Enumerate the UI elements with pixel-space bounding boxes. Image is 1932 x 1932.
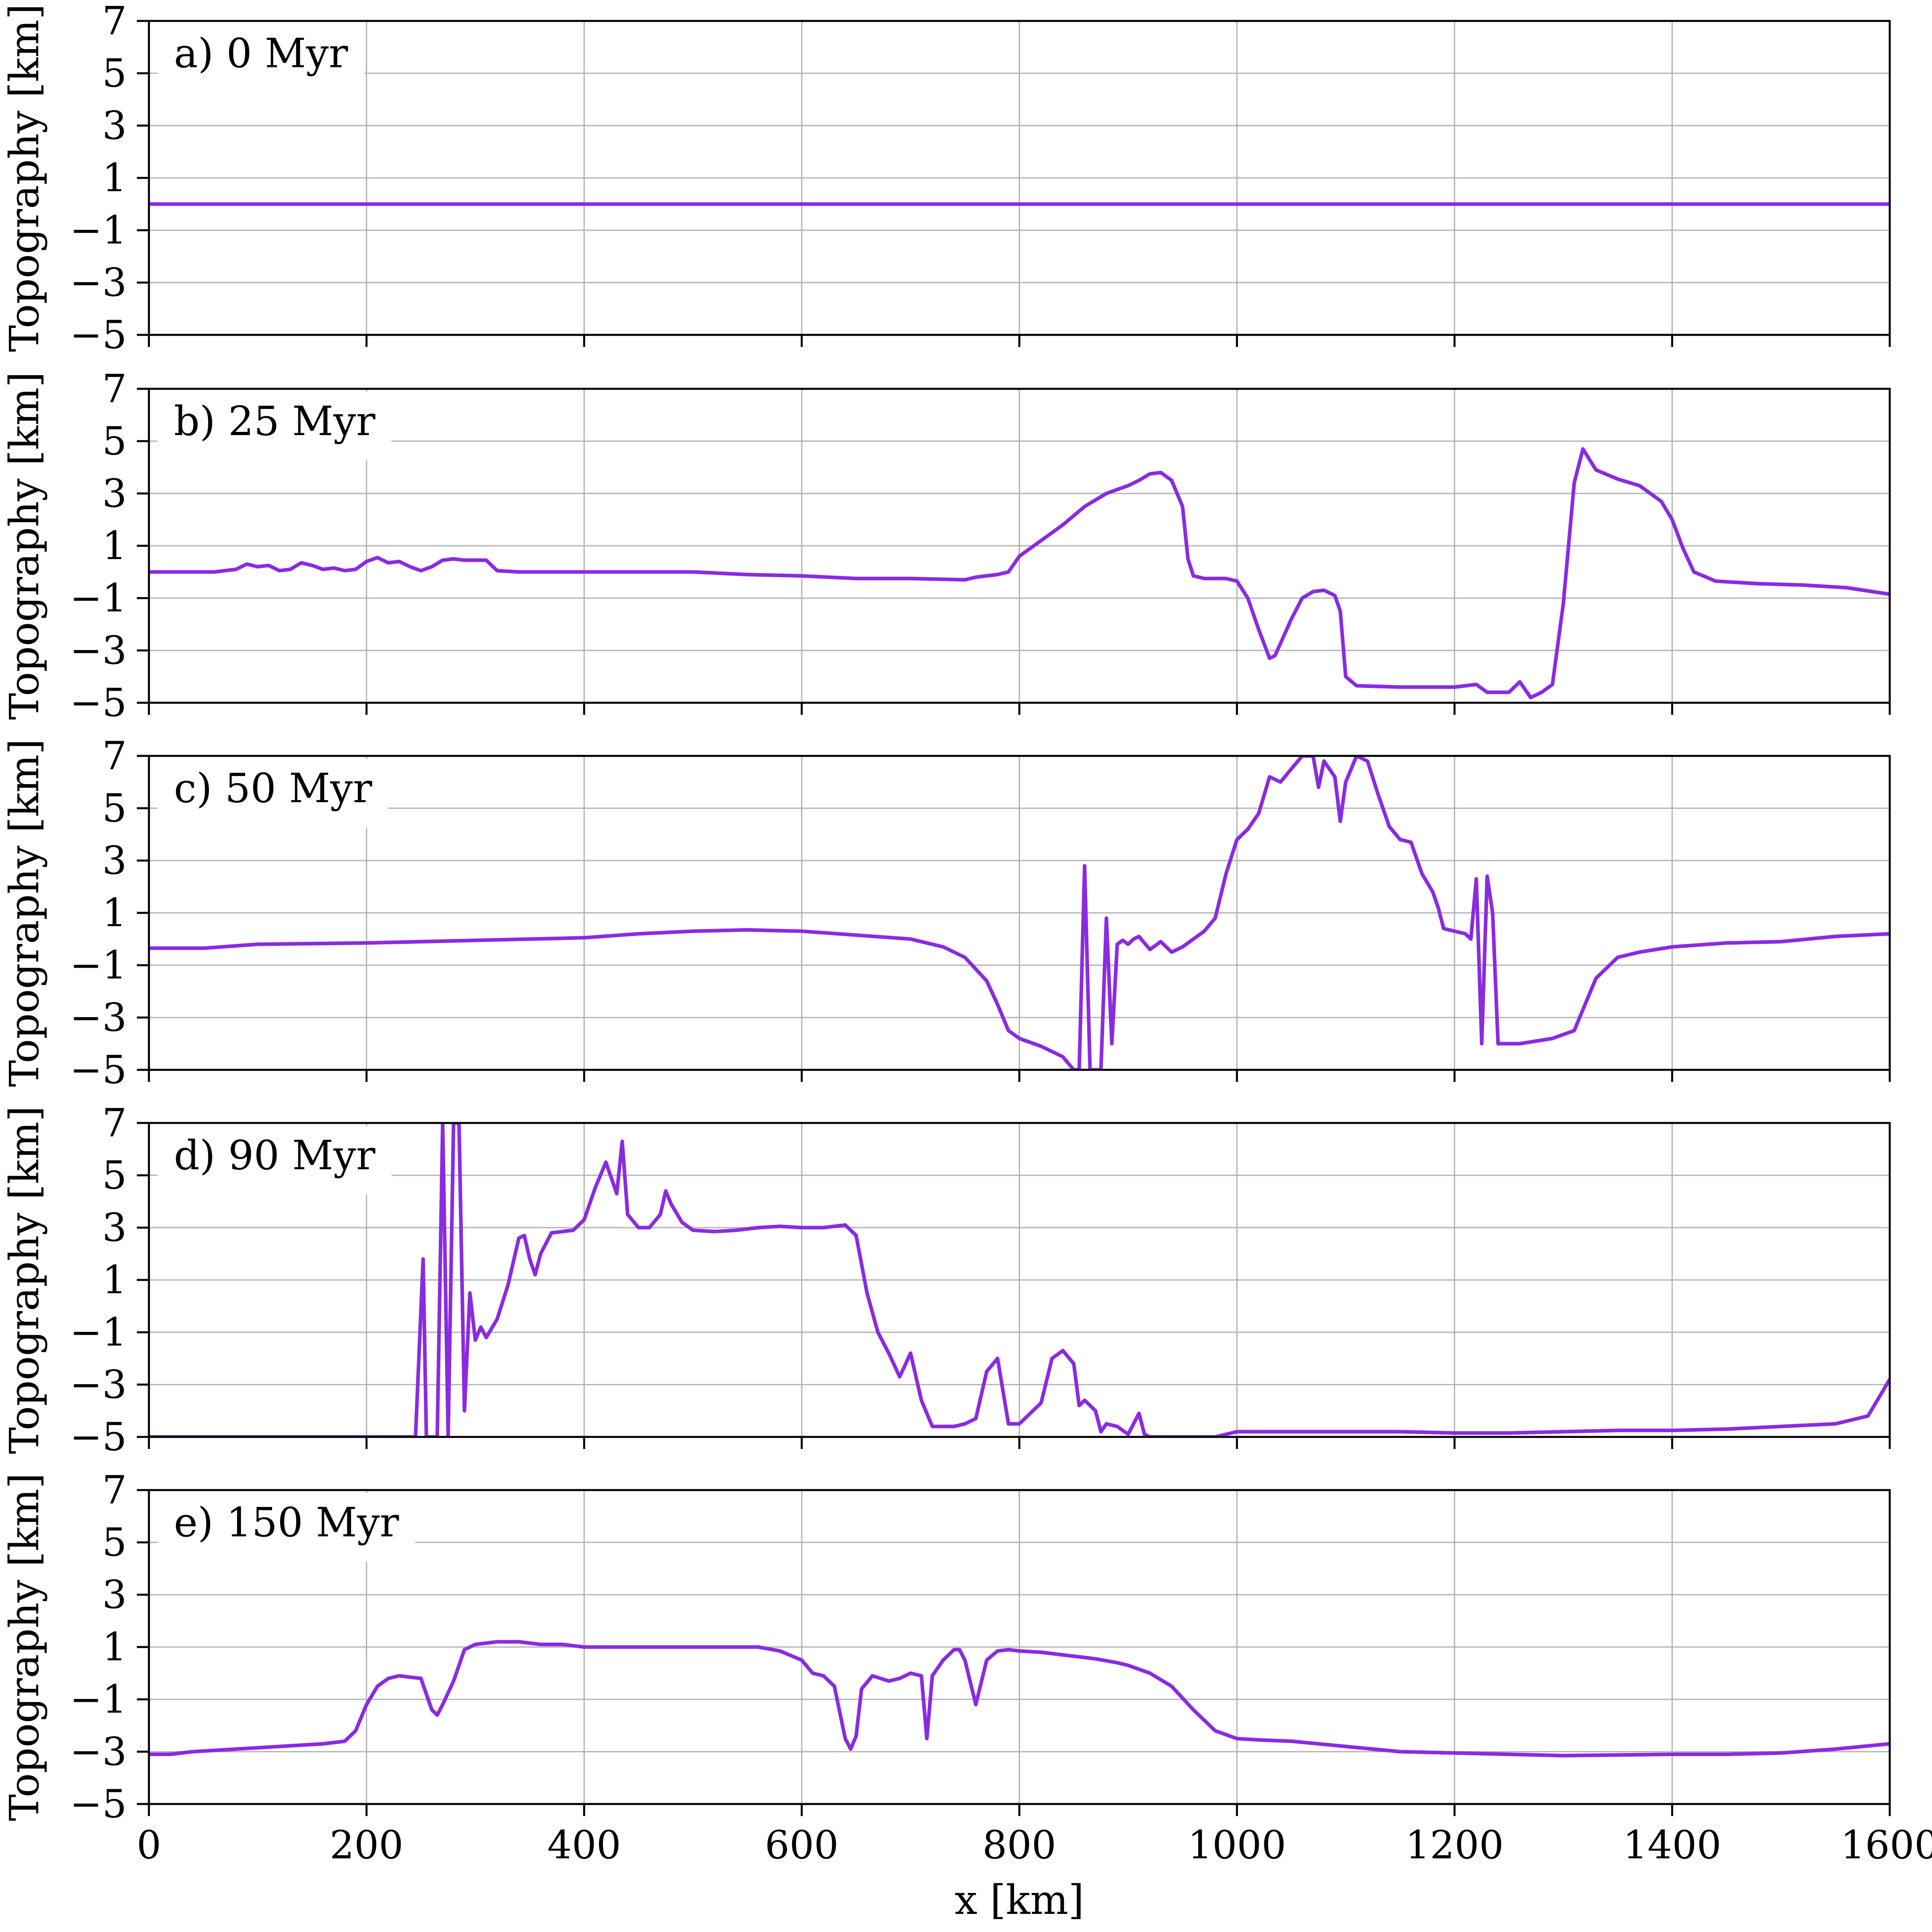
panel-5: e) 150 Myr 7 5 3 1 −1 −3 −50 200 400 600 800 1000 120…: [1, 1468, 1932, 1868]
y-tick-label: −5: [70, 1414, 127, 1459]
x-axis-label: x [km]: [955, 1876, 1084, 1924]
panel-2: b) 25 Myr 7 5 3 1 −1 −3 −5 Topography [km]: [1, 366, 1891, 725]
y-axis-label: Topography [km]: [1, 1106, 48, 1454]
y-tick-label: 5: [102, 419, 127, 464]
y-tick-label: 5: [102, 1153, 127, 1198]
y-tick-label: 5: [102, 1520, 127, 1565]
y-tick-label: −3: [70, 1729, 127, 1774]
y-tick-label: −3: [70, 995, 127, 1040]
y-tick-label: −1: [70, 1310, 127, 1355]
y-tick-label: −3: [70, 1362, 127, 1407]
panel-label-5: e) 150 Myr: [174, 1499, 399, 1546]
panel-label-background: [158, 24, 364, 93]
topography-line-5: [149, 1640, 1890, 1758]
y-tick-label: 5: [102, 786, 127, 831]
y-tick-label: 3: [102, 471, 127, 516]
y-tick-label: 7: [102, 0, 127, 43]
x-tick-label: 0: [136, 1823, 161, 1868]
y-tick-label: 1: [102, 890, 127, 935]
y-axis-label: Topography [km]: [1, 4, 48, 352]
y-axis-label: Topography [km]: [1, 1473, 48, 1821]
y-tick-label: 3: [102, 103, 127, 148]
panel-label-2: b) 25 Myr: [174, 398, 376, 445]
x-tick-label: 800: [983, 1823, 1056, 1868]
y-tick-label: −1: [70, 1677, 127, 1722]
topography-line-4: [149, 1123, 1890, 1437]
panel-3: c) 50 Myr 7 5 3 1 −1 −3 −5 Topography [km]: [1, 733, 1891, 1092]
x-tick-label: 1000: [1188, 1823, 1286, 1868]
y-tick-label: 3: [102, 1205, 127, 1250]
y-tick-label: −3: [70, 628, 127, 673]
topography-line-3: [149, 756, 1890, 1070]
y-tick-label: 1: [102, 155, 127, 200]
y-tick-label: 7: [102, 1468, 127, 1513]
panel-4: d) 90 Myr 7 5 3 1 −1 −3 −5 Topography [km]: [1, 1100, 1891, 1459]
topography-line-2: [149, 447, 1890, 700]
y-tick-label: 1: [102, 1624, 127, 1670]
panel-label-background: [158, 1493, 415, 1562]
y-tick-label: −5: [70, 1047, 127, 1092]
y-tick-label: −5: [70, 312, 127, 357]
y-tick-label: −5: [70, 680, 127, 725]
x-tick-label: 200: [330, 1823, 403, 1868]
x-tick-label: 1600: [1841, 1823, 1932, 1868]
x-tick-label: 1200: [1406, 1823, 1504, 1868]
y-tick-label: −1: [70, 208, 127, 253]
y-tick-label: −1: [70, 943, 127, 988]
y-tick-label: 3: [102, 838, 127, 883]
y-axis-label: Topography [km]: [1, 372, 48, 720]
y-tick-label: 7: [102, 733, 127, 778]
x-tick-label: 1400: [1623, 1823, 1721, 1868]
y-tick-label: 7: [102, 1100, 127, 1146]
panel-label-3: c) 50 Myr: [174, 765, 372, 812]
y-tick-label: 3: [102, 1572, 127, 1617]
x-tick-label: 600: [765, 1823, 838, 1868]
panel-1: a) 0 Myr 7 5 3 1 −1 −3 −5 Topography [km]: [1, 0, 1891, 357]
y-tick-label: −5: [70, 1781, 127, 1827]
panel-label-background: [158, 1126, 392, 1195]
y-tick-label: 7: [102, 366, 127, 411]
y-tick-label: −1: [70, 576, 127, 621]
panel-label-background: [158, 392, 392, 460]
panel-label-1: a) 0 Myr: [174, 30, 348, 77]
y-tick-label: 1: [102, 523, 127, 568]
y-tick-label: 5: [102, 51, 127, 96]
y-axis-label: Topography [km]: [1, 739, 48, 1087]
y-tick-label: 1: [102, 1257, 127, 1302]
x-tick-label: 400: [547, 1823, 621, 1868]
y-tick-label: −3: [70, 260, 127, 305]
panel-label-4: d) 90 Myr: [174, 1132, 376, 1179]
panel-label-background: [158, 759, 388, 828]
